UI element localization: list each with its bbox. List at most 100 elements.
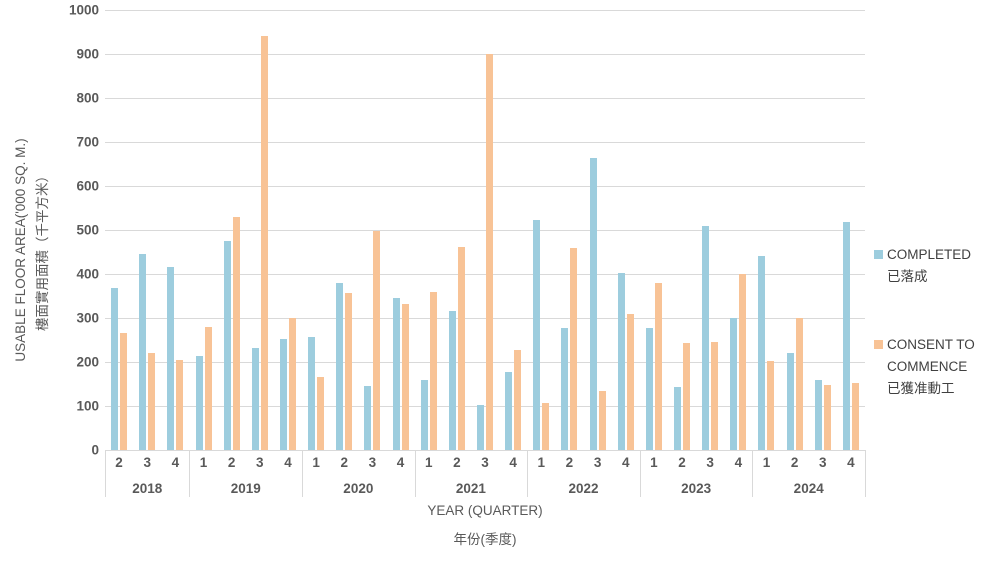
bar-consent (317, 376, 325, 450)
y-tick-label-200: 200 (76, 354, 99, 370)
bar-completed (420, 380, 428, 450)
y-tick-label-500: 500 (76, 222, 99, 238)
x-tick-quarter-2021-1: 1 (424, 455, 433, 470)
gridline-y-500 (105, 230, 865, 231)
x-tick-quarter-2021-3: 3 (481, 455, 489, 470)
bar-completed (308, 336, 316, 450)
gridline-y-400 (105, 274, 865, 275)
y-tick-label-300: 300 (76, 310, 99, 326)
legend-label-consent-en: CONSENT TO COMMENCE (887, 337, 975, 374)
bar-completed (279, 338, 287, 450)
x-tick-quarter-2020-4: 4 (396, 455, 405, 470)
bar-completed (730, 318, 738, 450)
x-tick-quarter-2022-3: 3 (593, 455, 602, 470)
bar-consent (570, 247, 578, 450)
bar-consent (486, 54, 493, 450)
y-tick-label-1000: 1000 (68, 2, 99, 18)
legend-entry-completed: COMPLETED 已落成 (874, 244, 996, 288)
bar-completed (645, 328, 653, 450)
bar-consent (823, 384, 831, 450)
bar-completed (702, 225, 710, 450)
bar-completed (505, 371, 513, 450)
x-tick-quarter-2022-2: 2 (565, 455, 574, 470)
bar-completed (589, 158, 597, 450)
bar-completed (842, 222, 850, 450)
legend-swatch-consent-icon (874, 340, 883, 349)
legend-entry-consent: CONSENT TO COMMENCE 已獲准動工 (874, 334, 996, 400)
bar-completed (364, 386, 372, 450)
y-tick-label-600: 600 (76, 178, 99, 194)
legend-label-consent: CONSENT TO COMMENCE 已獲准動工 (887, 334, 991, 400)
x-tick-quarter-2023-2: 2 (678, 455, 686, 470)
bar-consent (626, 313, 634, 450)
bar-completed (561, 328, 569, 450)
gridline-y-100 (105, 406, 865, 407)
x-tick-year-2019: 2019 (230, 481, 261, 496)
x-tick-quarter-2019-2: 2 (227, 455, 236, 470)
x-tick-quarter-2023-3: 3 (706, 455, 714, 470)
bar-completed (448, 311, 456, 450)
bar-completed (111, 288, 119, 450)
legend-label-completed-en: COMPLETED (887, 247, 972, 262)
bar-consent (457, 246, 465, 450)
gridline-y-900 (105, 54, 865, 55)
x-tick-quarter-2020-2: 2 (340, 455, 349, 470)
x-tick-quarter-2019-3: 3 (256, 455, 264, 470)
bar-completed (533, 220, 541, 450)
bar-completed (392, 298, 400, 450)
x-axis-title-zh: 年份(季度) (453, 532, 517, 547)
bar-consent (767, 360, 775, 450)
gridline-y-300 (105, 318, 865, 319)
bar-consent (401, 303, 409, 450)
bar-consent (120, 333, 128, 450)
bar-completed (223, 241, 231, 450)
bar-completed (814, 379, 822, 450)
bar-completed (195, 356, 203, 450)
x-axis-group-separator (865, 450, 866, 497)
x-tick-year-2022: 2022 (568, 481, 599, 496)
y-tick-label-400: 400 (76, 266, 99, 282)
bar-consent (429, 292, 437, 450)
x-tick-year-2018: 2018 (132, 481, 163, 496)
x-tick-year-2024: 2024 (793, 481, 824, 496)
gridline-y-0 (105, 450, 865, 451)
bar-completed (758, 256, 766, 450)
x-tick-quarter-2020-3: 3 (368, 455, 377, 470)
bar-completed (786, 353, 794, 450)
bar-consent (598, 391, 606, 450)
legend: COMPLETED 已落成 CONSENT TO COMMENCE 已獲准動工 (874, 244, 996, 400)
bar-consent (683, 343, 691, 450)
x-tick-quarter-2022-4: 4 (621, 455, 630, 470)
x-tick-quarter-2023-1: 1 (650, 455, 658, 470)
legend-label-completed: COMPLETED 已落成 (887, 244, 991, 288)
bar-completed (617, 272, 625, 450)
x-axis-title-en: YEAR (QUARTER) (427, 503, 543, 518)
x-tick-quarter-2021-4: 4 (509, 455, 517, 470)
x-tick-quarter-2018-2: 2 (115, 455, 123, 470)
x-tick-quarter-2018-3: 3 (143, 455, 151, 470)
gridline-y-600 (105, 186, 865, 187)
bar-consent (795, 318, 803, 450)
bar-consent (176, 359, 184, 450)
x-axis-group-separator (414, 450, 416, 497)
gridline-y-700 (105, 142, 865, 143)
x-tick-quarter-2024-3: 3 (819, 455, 827, 470)
x-tick-year-2021: 2021 (455, 481, 486, 496)
x-tick-quarter-2024-4: 4 (847, 455, 855, 470)
bar-consent (514, 349, 522, 450)
x-tick-quarter-2018-4: 4 (171, 455, 180, 470)
y-tick-label-900: 900 (76, 46, 99, 62)
plot-area: 0 100 200 300 400 500 600 700 800 900 1000 (69, 3, 865, 458)
bar-completed (477, 405, 484, 450)
x-axis-group-separator (189, 450, 191, 497)
legend-label-consent-zh: 已獲准動工 (887, 381, 955, 396)
bar-consent (148, 353, 156, 450)
bar-completed (167, 267, 175, 450)
bar-completed (336, 282, 344, 450)
x-tick-year-2023: 2023 (681, 481, 712, 496)
bar-consent (739, 274, 747, 450)
x-tick-quarter-2020-1: 1 (312, 455, 320, 470)
x-axis-group-separator (752, 450, 754, 497)
y-tick-label-800: 800 (76, 90, 99, 106)
